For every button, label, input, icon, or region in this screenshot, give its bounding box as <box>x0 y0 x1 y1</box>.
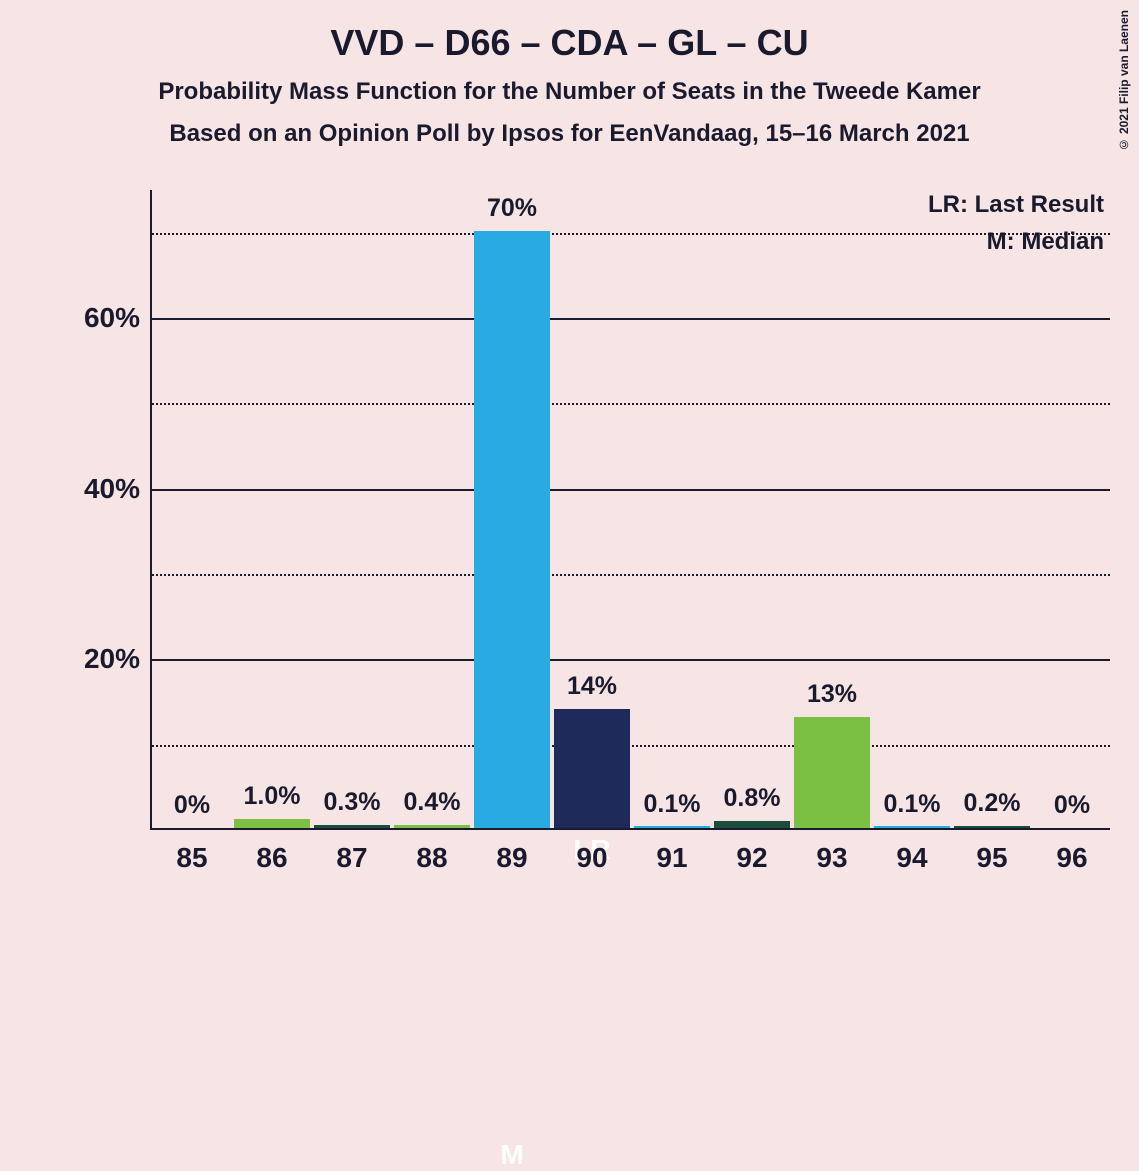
x-axis-label: 95 <box>952 828 1032 874</box>
bar-value-label: 0.4% <box>392 788 472 821</box>
bars-layer: 0%1.0%0.3%0.4%70%M14%LR0.1%0.8%13%0.1%0.… <box>152 190 1110 828</box>
chart-container: LR: Last Result M: Median 0%1.0%0.3%0.4%… <box>60 190 1120 890</box>
bar-value-label: 0.3% <box>312 788 392 821</box>
bar <box>554 709 630 828</box>
y-axis-label: 60% <box>84 302 140 334</box>
plot-area: LR: Last Result M: Median 0%1.0%0.3%0.4%… <box>150 190 1110 830</box>
x-axis-label: 89 <box>472 828 552 874</box>
chart-title: VVD – D66 – CDA – GL – CU <box>0 0 1139 64</box>
bar <box>234 819 310 828</box>
x-axis-label: 86 <box>232 828 312 874</box>
x-axis-label: 91 <box>632 828 712 874</box>
x-axis-label: 96 <box>1032 828 1112 874</box>
bar <box>474 231 550 828</box>
bar-value-label: 0.8% <box>712 784 792 817</box>
x-axis-label: 92 <box>712 828 792 874</box>
chart-subtitle-1: Probability Mass Function for the Number… <box>0 64 1139 106</box>
x-axis-label: 87 <box>312 828 392 874</box>
bar-value-label: 0% <box>1032 791 1112 824</box>
y-axis-label: 20% <box>84 643 140 675</box>
bar <box>794 717 870 828</box>
bar-value-label: 70% <box>472 194 552 227</box>
bar-value-label: 0.1% <box>632 790 712 823</box>
bar-value-label: 0% <box>152 791 232 824</box>
bar <box>714 821 790 828</box>
x-axis-label: 88 <box>392 828 472 874</box>
x-axis-label: 94 <box>872 828 952 874</box>
chart-subtitle-2: Based on an Opinion Poll by Ipsos for Ee… <box>0 106 1139 148</box>
bar-value-label: 14% <box>552 672 632 705</box>
y-axis-label: 40% <box>84 473 140 505</box>
bar-marker: M <box>472 1139 552 1171</box>
bar-value-label: 0.1% <box>872 790 952 823</box>
x-axis-label: 90 <box>552 828 632 874</box>
bar-value-label: 1.0% <box>232 782 312 815</box>
x-axis-label: 93 <box>792 828 872 874</box>
copyright-text: © 2021 Filip van Laenen <box>1117 10 1131 151</box>
bar-value-label: 13% <box>792 680 872 713</box>
x-axis-label: 85 <box>152 828 232 874</box>
bar-value-label: 0.2% <box>952 789 1032 822</box>
